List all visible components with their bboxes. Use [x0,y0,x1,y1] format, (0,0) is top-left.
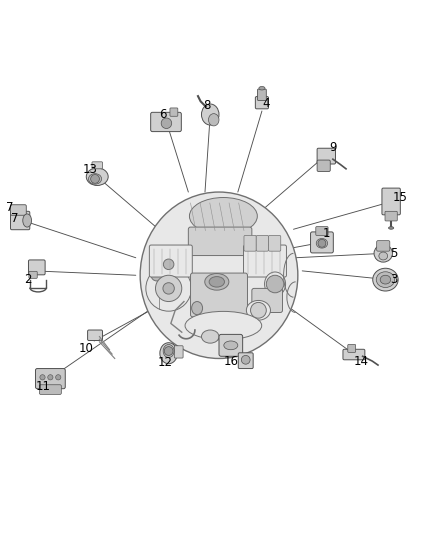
FancyBboxPatch shape [244,236,256,251]
FancyBboxPatch shape [92,162,102,169]
Ellipse shape [373,268,398,291]
FancyBboxPatch shape [174,346,183,358]
Ellipse shape [201,330,219,343]
Text: 12: 12 [158,357,173,369]
Ellipse shape [189,198,257,235]
Circle shape [163,282,174,294]
Ellipse shape [88,174,102,184]
FancyBboxPatch shape [348,344,356,352]
Text: 2: 2 [24,273,32,286]
Ellipse shape [140,192,298,359]
Circle shape [251,302,266,318]
Text: 4: 4 [262,97,270,110]
FancyBboxPatch shape [256,236,268,251]
FancyBboxPatch shape [11,205,26,215]
FancyBboxPatch shape [39,385,61,394]
Ellipse shape [380,275,391,284]
Ellipse shape [192,302,202,314]
FancyBboxPatch shape [188,227,252,255]
FancyBboxPatch shape [88,330,102,341]
Text: 14: 14 [354,356,369,368]
FancyBboxPatch shape [311,232,333,253]
Ellipse shape [246,301,270,320]
Circle shape [40,375,45,380]
Circle shape [146,265,191,311]
FancyBboxPatch shape [385,211,397,221]
Ellipse shape [379,252,388,260]
Circle shape [151,270,162,281]
Ellipse shape [374,245,392,262]
Ellipse shape [185,311,261,340]
Ellipse shape [209,277,224,287]
Text: 9: 9 [329,141,337,154]
Text: 1: 1 [322,227,330,240]
Text: 7: 7 [11,212,18,225]
FancyBboxPatch shape [151,112,181,132]
FancyBboxPatch shape [316,227,328,236]
Text: 13: 13 [82,163,97,176]
Ellipse shape [316,238,328,248]
Circle shape [56,375,61,380]
FancyBboxPatch shape [343,349,365,360]
FancyBboxPatch shape [377,241,390,251]
Text: 8: 8 [203,99,210,112]
Circle shape [155,275,182,302]
FancyBboxPatch shape [219,334,243,356]
Circle shape [159,255,178,274]
Text: 15: 15 [392,191,407,204]
FancyBboxPatch shape [317,148,336,164]
Circle shape [163,259,174,270]
Text: 16: 16 [223,356,238,368]
Text: 6: 6 [159,108,167,120]
Text: 7: 7 [6,201,14,214]
FancyBboxPatch shape [244,245,286,277]
FancyBboxPatch shape [170,108,178,116]
Ellipse shape [163,344,174,358]
Ellipse shape [224,341,238,350]
FancyBboxPatch shape [191,273,247,317]
Circle shape [241,356,250,364]
Text: 10: 10 [79,342,94,356]
Ellipse shape [205,273,229,290]
Ellipse shape [259,86,265,90]
FancyBboxPatch shape [255,96,268,109]
Circle shape [161,118,172,128]
Ellipse shape [23,214,32,227]
Text: 5: 5 [391,247,398,260]
FancyBboxPatch shape [317,160,330,172]
FancyBboxPatch shape [28,260,45,275]
FancyBboxPatch shape [35,368,65,389]
Ellipse shape [208,114,219,126]
FancyBboxPatch shape [258,89,266,101]
FancyBboxPatch shape [382,188,400,215]
Ellipse shape [201,104,219,125]
FancyBboxPatch shape [149,245,192,277]
FancyBboxPatch shape [238,353,253,368]
Ellipse shape [376,272,395,287]
Circle shape [164,346,173,356]
Text: 11: 11 [35,381,50,393]
FancyBboxPatch shape [11,211,30,230]
FancyBboxPatch shape [29,271,37,278]
Ellipse shape [265,272,286,296]
FancyBboxPatch shape [252,288,283,312]
Circle shape [266,275,284,293]
Ellipse shape [389,227,394,229]
Ellipse shape [160,343,177,364]
Ellipse shape [86,168,108,185]
Circle shape [91,174,99,183]
Circle shape [318,239,326,247]
FancyBboxPatch shape [268,236,281,251]
Circle shape [48,375,53,380]
Text: 3: 3 [391,273,398,286]
